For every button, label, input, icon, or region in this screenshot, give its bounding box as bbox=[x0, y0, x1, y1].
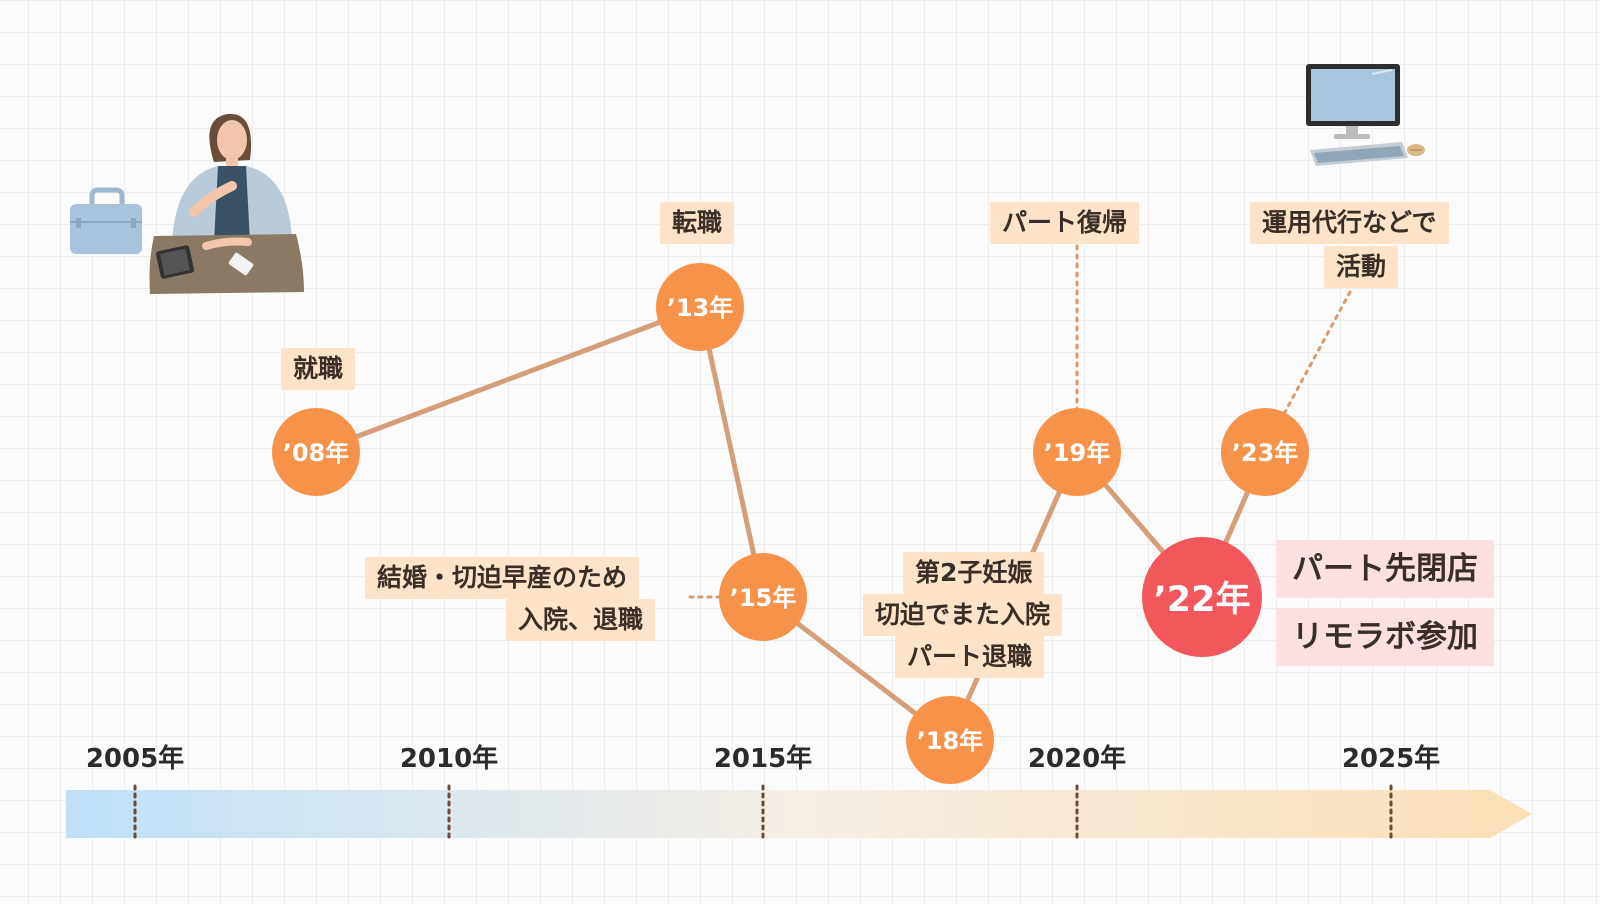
event-label-2023-line1: 運用代行などで bbox=[1250, 202, 1449, 244]
year-label-2025: 2025年 bbox=[1341, 744, 1441, 774]
event-label-2018-line1: 第2子妊娠 bbox=[903, 552, 1045, 594]
node-circle-2013 bbox=[656, 263, 744, 351]
path-13-15 bbox=[697, 304, 766, 600]
event-label-2023-line2: 活動 bbox=[1324, 246, 1399, 288]
event-label-2015-line2: 入院、退職 bbox=[506, 599, 656, 641]
year-ticks bbox=[133, 784, 1393, 840]
node-label-2015: ’15年 bbox=[730, 584, 797, 612]
event-label-2019: パート復帰 bbox=[990, 202, 1140, 244]
node-label-2013: ’13年 bbox=[667, 294, 734, 322]
event-label-2013: 転職 bbox=[660, 202, 735, 244]
event-label-2008: 就職 bbox=[281, 348, 356, 390]
node-circle-2022 bbox=[1142, 537, 1262, 657]
node-label-2018: ’18年 bbox=[917, 727, 984, 755]
node-2018: ’18年 bbox=[906, 696, 994, 784]
year-label-2005: 2005年 bbox=[85, 744, 185, 774]
career-path bbox=[313, 304, 1268, 743]
event-label-2022-line1: パート先閉店 bbox=[1276, 540, 1494, 598]
node-label-2008: ’08年 bbox=[283, 439, 350, 467]
node-circle-2023 bbox=[1221, 408, 1309, 496]
briefcase-icon bbox=[70, 187, 142, 254]
leader-2023 bbox=[1283, 290, 1352, 414]
path-08-13 bbox=[313, 304, 703, 455]
year-label-2010: 2010年 bbox=[399, 744, 499, 774]
woman-at-desk-with-briefcase-illustration bbox=[70, 113, 304, 294]
event-label-2022-line2: リモラボ参加 bbox=[1276, 608, 1494, 666]
mouse-icon bbox=[1407, 144, 1425, 156]
node-label-2023: ’23年 bbox=[1232, 439, 1299, 467]
year-label-2020: 2020年 bbox=[1027, 744, 1127, 774]
node-circle-2015 bbox=[719, 553, 807, 641]
node-2013: ’13年 bbox=[656, 263, 744, 351]
year-label-2015: 2015年 bbox=[713, 744, 813, 774]
node-circle-2008 bbox=[272, 408, 360, 496]
woman-figure bbox=[172, 113, 292, 242]
timeline-arrow bbox=[66, 790, 1532, 838]
event-label-2015-line1: 結婚・切迫早産のため bbox=[365, 557, 640, 599]
node-2008: ’08年 bbox=[272, 408, 360, 496]
monitor-icon bbox=[1306, 64, 1400, 139]
node-circle-2019 bbox=[1033, 408, 1121, 496]
node-2015: ’15年 bbox=[719, 553, 807, 641]
node-circle-2018 bbox=[906, 696, 994, 784]
leader-lines bbox=[688, 244, 1352, 599]
keyboard-icon bbox=[1310, 142, 1408, 166]
event-label-2018-line2: 切迫でまた入院 bbox=[863, 594, 1063, 636]
node-2023: ’23年 bbox=[1221, 408, 1309, 496]
desktop-computer-keyboard-mouse-illustration bbox=[1306, 64, 1425, 166]
desk-with-tablet-and-phone bbox=[149, 234, 304, 294]
node-label-2022: ’22年 bbox=[1153, 580, 1250, 620]
node-2019: ’19年 bbox=[1033, 408, 1121, 496]
event-label-2018-line3: パート退職 bbox=[895, 636, 1045, 678]
node-2022: ’22年 bbox=[1142, 537, 1262, 657]
node-label-2019: ’19年 bbox=[1044, 439, 1111, 467]
